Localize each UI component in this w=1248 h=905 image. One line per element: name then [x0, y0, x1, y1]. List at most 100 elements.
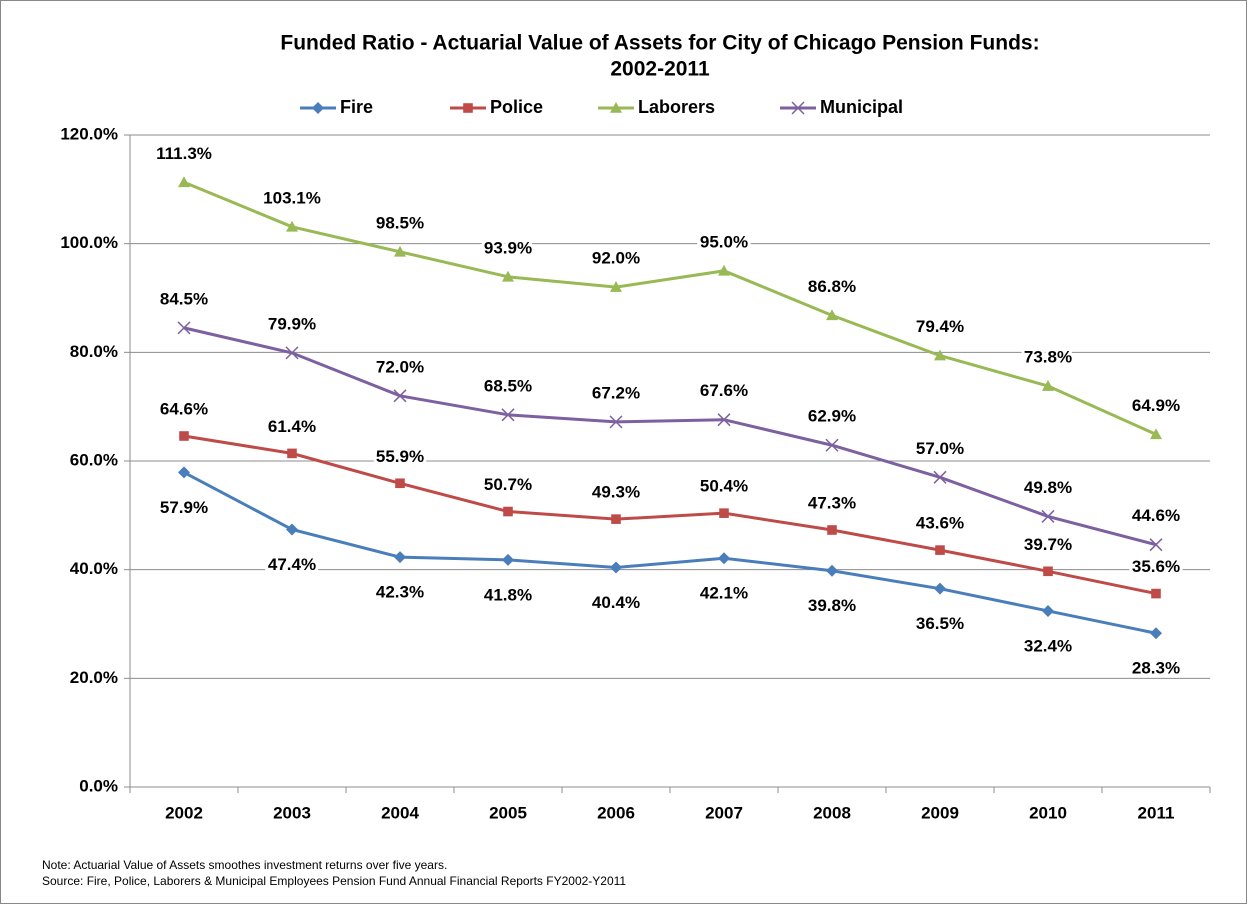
x-tick-label: 2005 [489, 803, 527, 822]
data-label: 49.8% [1024, 478, 1072, 497]
marker [933, 470, 947, 484]
marker [1042, 604, 1054, 617]
marker [1043, 566, 1053, 577]
marker [1151, 588, 1161, 599]
series-line [183, 434, 1157, 596]
data-label: 42.1% [700, 584, 748, 603]
x-tick-label: 2003 [273, 803, 311, 822]
marker [934, 582, 946, 595]
chart-title: Funded Ratio - Actuarial Value of Assets… [280, 32, 1039, 55]
data-label: 86.8% [808, 277, 856, 296]
data-label: 64.9% [1132, 396, 1180, 415]
data-label: 84.5% [160, 289, 208, 308]
marker [178, 176, 190, 188]
y-tick-label: 40.0% [70, 559, 118, 578]
y-tick-label: 20.0% [70, 668, 118, 687]
marker [503, 506, 513, 517]
data-label: 28.3% [1132, 659, 1180, 678]
y-tick-label: 60.0% [70, 450, 118, 469]
marker [1150, 627, 1162, 640]
marker [286, 220, 298, 232]
x-tick-label: 2008 [813, 803, 851, 822]
marker [718, 552, 730, 565]
data-label: 32.4% [1024, 636, 1072, 655]
series-line [183, 326, 1157, 547]
marker [611, 514, 621, 524]
data-label: 41.8% [484, 585, 532, 604]
data-label: 42.3% [376, 583, 424, 602]
data-label: 47.3% [808, 493, 856, 512]
data-label: 62.9% [808, 407, 856, 426]
data-label: 49.3% [592, 483, 640, 502]
x-tick-label: 2002 [165, 803, 203, 822]
marker [1041, 509, 1055, 523]
data-label: 43.6% [916, 514, 964, 533]
chart-title: 2002-2011 [610, 58, 710, 81]
data-label: 68.5% [484, 376, 532, 395]
marker [177, 321, 191, 335]
marker [827, 525, 837, 535]
data-label: 79.4% [916, 317, 964, 336]
marker [287, 448, 297, 459]
y-tick-label: 120.0% [60, 124, 118, 143]
x-tick-label: 2010 [1029, 803, 1067, 822]
marker [825, 438, 839, 452]
marker [718, 264, 730, 276]
data-label: 39.8% [808, 596, 856, 615]
data-label: 57.9% [160, 498, 208, 517]
data-label: 98.5% [376, 213, 424, 232]
data-label: 92.0% [592, 249, 640, 268]
legend-label: Municipal [820, 97, 903, 117]
data-label: 111.3% [156, 144, 212, 163]
x-tick-label: 2007 [705, 803, 743, 822]
series-line [183, 180, 1157, 436]
y-tick-label: 100.0% [60, 233, 118, 252]
data-label: 61.4% [268, 417, 316, 436]
note: Note: Actuarial Value of Assets smoothes… [42, 858, 447, 872]
source: Source: Fire, Police, Laborers & Municip… [42, 874, 626, 888]
data-label: 64.6% [160, 399, 208, 418]
data-label: 67.6% [700, 381, 748, 400]
data-label: 67.2% [592, 383, 640, 402]
marker [1149, 538, 1163, 552]
x-tick-label: 2004 [381, 803, 419, 822]
x-tick-label: 2011 [1138, 803, 1175, 822]
legend-marker [463, 103, 473, 113]
x-tick-label: 2006 [597, 803, 635, 822]
x-tick-label: 2009 [921, 803, 959, 822]
marker [286, 523, 298, 536]
legend-marker [791, 101, 805, 115]
marker [179, 431, 189, 441]
marker [1042, 380, 1054, 391]
data-label: 95.0% [700, 232, 748, 251]
marker [502, 270, 514, 282]
legend-marker [312, 102, 324, 114]
data-label: 103.1% [263, 188, 321, 207]
data-label: 73.8% [1024, 348, 1072, 367]
marker [501, 408, 515, 422]
marker [609, 415, 623, 429]
marker [826, 309, 838, 321]
data-label: 39.7% [1024, 535, 1072, 554]
data-label: 79.9% [268, 314, 316, 333]
series-line [183, 471, 1157, 635]
data-label: 44.6% [1132, 506, 1180, 525]
legend-label: Police [490, 97, 543, 117]
legend-label: Fire [340, 97, 373, 117]
data-label: 50.7% [484, 475, 532, 494]
legend-marker [610, 102, 622, 113]
marker [394, 551, 406, 564]
data-label: 50.4% [700, 477, 748, 496]
data-label: 55.9% [376, 447, 424, 466]
data-label: 36.5% [916, 614, 964, 633]
marker [610, 281, 622, 292]
marker [717, 413, 731, 427]
marker [285, 346, 299, 360]
y-tick-label: 0.0% [79, 776, 118, 795]
marker [395, 478, 405, 489]
marker [934, 349, 946, 361]
data-label: 47.4% [268, 555, 316, 574]
legend-label: Laborers [638, 97, 715, 117]
marker [393, 389, 407, 403]
